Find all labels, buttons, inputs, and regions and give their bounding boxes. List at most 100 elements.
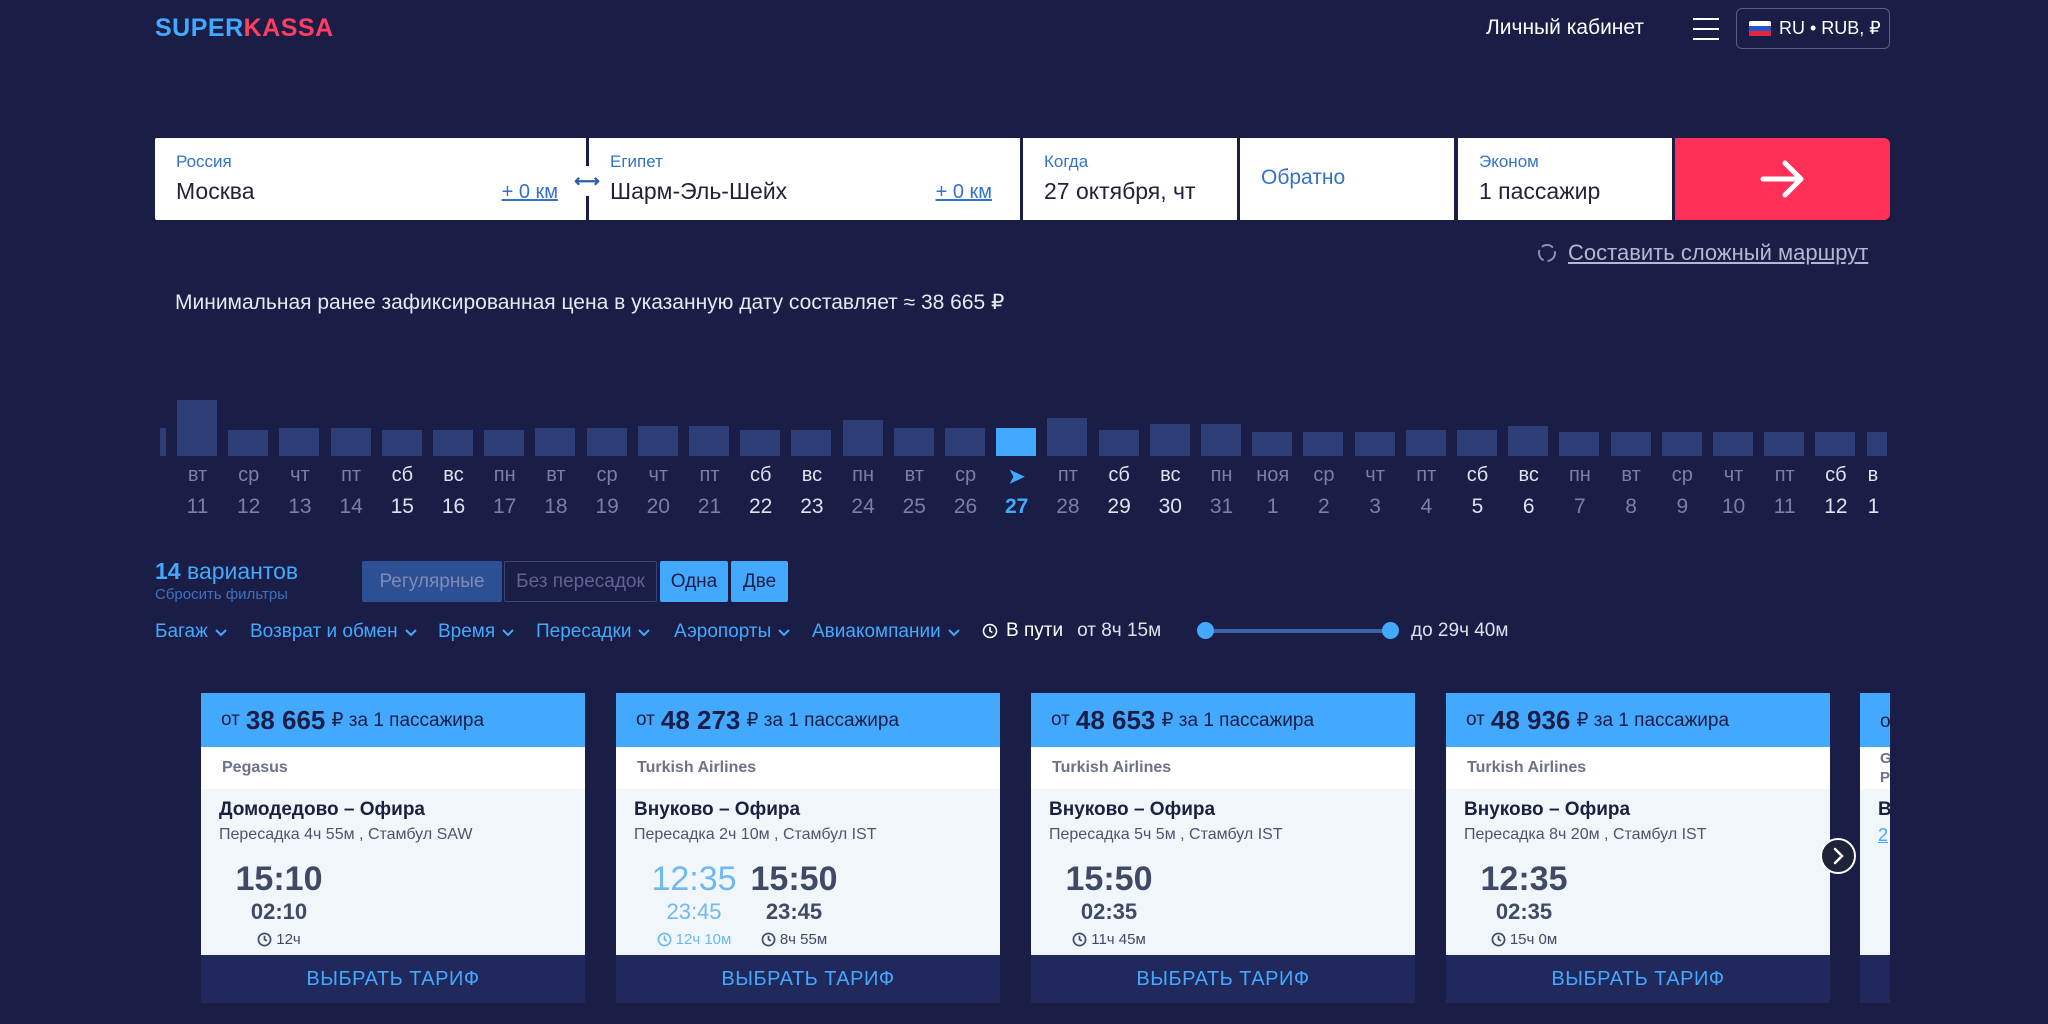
calendar-day[interactable]: пт 4	[1401, 464, 1452, 519]
calendar-day[interactable]: ср 19	[582, 464, 633, 519]
calendar-bar-prev[interactable]	[160, 428, 166, 456]
calendar-bar[interactable]	[893, 428, 934, 456]
calendar-day[interactable]: сб 12	[1810, 464, 1861, 519]
carousel-next-button[interactable]	[1820, 838, 1856, 874]
toggle-one-stop[interactable]: Одна	[660, 561, 728, 602]
calendar-bar[interactable]	[842, 420, 883, 456]
calendar-day[interactable]: вт 18	[530, 464, 581, 519]
calendar-bar[interactable]	[1866, 432, 1887, 456]
calendar-day[interactable]: чт 3	[1350, 464, 1401, 519]
flight-card[interactable]: от 38 665 ₽ за 1 пассажира Pegasus Домод…	[201, 693, 585, 1003]
calendar-bar[interactable]	[1047, 418, 1088, 456]
filter-dropdown[interactable]: Возврат и обмен	[250, 621, 418, 643]
calendar-bar[interactable]	[945, 428, 985, 456]
calendar-day[interactable]: сб 15	[377, 464, 428, 519]
calendar-day[interactable]: пт 14	[326, 464, 377, 519]
logo[interactable]: SUPERKASSA	[155, 14, 334, 43]
calendar-bar[interactable]	[1252, 432, 1293, 456]
calendar-day[interactable]: чт 10	[1708, 464, 1759, 519]
calendar-day[interactable]: пн 24	[838, 464, 889, 519]
calendar-bar[interactable]	[740, 430, 781, 456]
calendar-day[interactable]: пт 21	[684, 464, 735, 519]
flight-card[interactable]: от 48 653 ₽ за 1 пассажира Turkish Airli…	[1031, 693, 1415, 1003]
flight-time-option[interactable]: 12:35 23:45 12ч 10м	[644, 860, 744, 948]
calendar-bar[interactable]	[637, 426, 678, 456]
reset-filters-link[interactable]: Сбросить фильтры	[155, 586, 288, 603]
calendar-day[interactable]: ср 12	[223, 464, 274, 519]
flight-card[interactable]: от 48 273 ₽ за 1 пассажира Turkish Airli…	[616, 693, 1000, 1003]
calendar-bar[interactable]	[1661, 432, 1702, 456]
swap-icon[interactable]: ⟷	[572, 166, 602, 196]
calendar-bar[interactable]	[279, 428, 320, 456]
complex-route-link[interactable]: Составить сложный маршрут	[1536, 240, 1868, 266]
calendar-day[interactable]: вс 6	[1503, 464, 1554, 519]
calendar-day[interactable]: ср 2	[1298, 464, 1349, 519]
calendar-bar[interactable]	[791, 430, 832, 456]
calendar-day[interactable]: вт 11	[172, 464, 223, 519]
calendar-bar[interactable]	[586, 428, 627, 456]
select-tariff-button[interactable]: ВЫБРАТЬ ТАРИФ	[1031, 955, 1415, 1003]
calendar-day[interactable]: вс 30	[1145, 464, 1196, 519]
select-tariff-button[interactable]: ВЫБРАТЬ ТАРИФ	[616, 955, 1000, 1003]
calendar-day[interactable]: пн 17	[479, 464, 530, 519]
origin-field[interactable]: Россия Москва + 0 км	[155, 138, 586, 220]
calendar-day[interactable]: сб 22	[735, 464, 786, 519]
filter-dropdown[interactable]: Багаж	[155, 621, 228, 643]
filter-dropdown[interactable]: Пересадки	[536, 621, 651, 643]
travel-time-slider-min-handle[interactable]	[1197, 622, 1214, 639]
flight-time-option[interactable]: 15:50 02:35 11ч 45м	[1059, 860, 1159, 948]
select-tariff-button[interactable]: ВЫБРАТЬ ТАРИФ	[1446, 955, 1830, 1003]
calendar-day[interactable]: ср 9	[1657, 464, 1708, 519]
calendar-day-selected[interactable]: ➤ 27	[991, 464, 1042, 519]
calendar-bar[interactable]	[535, 428, 576, 456]
calendar-day[interactable]: ср 26	[940, 464, 991, 519]
passengers-class-field[interactable]: Эконом 1 пассажир	[1458, 138, 1672, 220]
calendar-bar[interactable]	[1815, 432, 1856, 456]
calendar-bar[interactable]	[177, 400, 217, 456]
peek-card-link[interactable]: 2	[1878, 825, 1889, 845]
calendar-day[interactable]: вт 25	[889, 464, 940, 519]
calendar-day[interactable]: пн 7	[1554, 464, 1605, 519]
calendar-bar[interactable]	[484, 430, 525, 456]
toggle-two-stops[interactable]: Две	[731, 561, 788, 602]
select-tariff-button[interactable]: ВЫБРАТЬ ТАРИФ	[201, 955, 585, 1003]
travel-time-slider-max-handle[interactable]	[1382, 622, 1399, 639]
return-date-field[interactable]: Обратно	[1240, 138, 1454, 220]
calendar-bar[interactable]	[1764, 432, 1805, 456]
calendar-day[interactable]: пн 31	[1196, 464, 1247, 519]
personal-account-link[interactable]: Личный кабинет	[1486, 16, 1644, 39]
date-field[interactable]: Когда 27 октября, чт	[1023, 138, 1237, 220]
calendar-bar[interactable]	[996, 428, 1037, 456]
flight-time-option[interactable]: 15:50 23:45 8ч 55м	[744, 860, 844, 948]
calendar-day[interactable]: сб 5	[1452, 464, 1503, 519]
destination-radius-link[interactable]: + 0 км	[935, 181, 992, 203]
toggle-regular[interactable]: Регулярные	[362, 561, 502, 602]
origin-radius-link[interactable]: + 0 км	[501, 181, 558, 203]
calendar-bar[interactable]	[1201, 424, 1241, 456]
calendar-bar[interactable]	[1713, 432, 1753, 456]
calendar-bar[interactable]	[433, 430, 473, 456]
calendar-day[interactable]: вт 8	[1606, 464, 1657, 519]
flight-time-option[interactable]: 15:10 02:10 12ч	[229, 860, 329, 948]
calendar-bar[interactable]	[689, 426, 729, 456]
calendar-bar[interactable]	[1354, 432, 1395, 456]
filter-dropdown[interactable]: Авиакомпании	[812, 621, 961, 643]
calendar-bar[interactable]	[1303, 432, 1344, 456]
flight-time-option[interactable]: 12:35 02:35 15ч 0м	[1474, 860, 1574, 948]
calendar-day[interactable]: сб 29	[1094, 464, 1145, 519]
filter-dropdown[interactable]: Время	[438, 621, 515, 643]
menu-icon[interactable]	[1693, 18, 1719, 40]
calendar-day[interactable]: вс 16	[428, 464, 479, 519]
calendar-day[interactable]: вс 23	[786, 464, 837, 519]
calendar-bar[interactable]	[1508, 426, 1549, 456]
travel-time-slider-track[interactable]	[1206, 629, 1391, 633]
locale-selector[interactable]: RU • RUB, ₽	[1736, 8, 1890, 49]
calendar-day[interactable]: ноя 1	[1247, 464, 1298, 519]
calendar-bar[interactable]	[1405, 430, 1446, 456]
flight-card[interactable]: от 48 936 ₽ за 1 пассажира Turkish Airli…	[1446, 693, 1830, 1003]
calendar-day[interactable]: пт 11	[1759, 464, 1810, 519]
calendar-bar[interactable]	[1559, 432, 1600, 456]
calendar-bar[interactable]	[330, 428, 371, 456]
calendar-bar[interactable]	[1610, 432, 1651, 456]
